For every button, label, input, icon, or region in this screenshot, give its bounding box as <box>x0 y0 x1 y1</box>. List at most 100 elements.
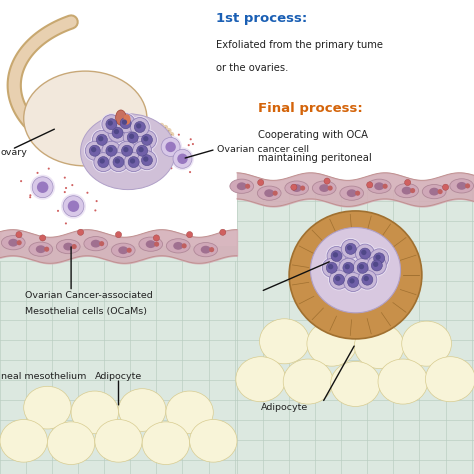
Circle shape <box>116 232 121 237</box>
Circle shape <box>122 127 144 148</box>
Circle shape <box>343 262 354 273</box>
Circle shape <box>64 177 66 179</box>
Text: Exfoliated from the primary tume: Exfoliated from the primary tume <box>216 40 383 50</box>
Ellipse shape <box>367 179 391 193</box>
Ellipse shape <box>91 240 100 247</box>
Circle shape <box>154 130 156 132</box>
Circle shape <box>112 127 123 138</box>
Circle shape <box>92 130 111 149</box>
Circle shape <box>258 179 264 185</box>
Circle shape <box>143 156 148 162</box>
Circle shape <box>96 134 108 146</box>
Circle shape <box>367 182 373 188</box>
Circle shape <box>114 129 119 134</box>
Circle shape <box>175 141 177 143</box>
Ellipse shape <box>173 242 183 250</box>
Circle shape <box>96 200 98 202</box>
Ellipse shape <box>194 243 218 257</box>
Circle shape <box>106 118 117 130</box>
Circle shape <box>177 154 188 164</box>
Circle shape <box>17 240 22 245</box>
Circle shape <box>358 270 377 289</box>
Ellipse shape <box>450 179 474 193</box>
Text: Adipocyte: Adipocyte <box>261 403 308 412</box>
Circle shape <box>352 257 374 279</box>
Circle shape <box>29 196 31 198</box>
Ellipse shape <box>146 240 155 248</box>
Ellipse shape <box>63 243 73 250</box>
Circle shape <box>137 130 156 149</box>
Circle shape <box>122 119 127 125</box>
Circle shape <box>353 258 372 277</box>
Text: 1st process:: 1st process: <box>216 12 307 25</box>
Ellipse shape <box>426 356 474 402</box>
Ellipse shape <box>285 181 309 195</box>
Ellipse shape <box>355 323 404 369</box>
Ellipse shape <box>289 211 422 339</box>
Circle shape <box>341 239 360 258</box>
Circle shape <box>361 250 366 255</box>
Circle shape <box>354 243 376 264</box>
Ellipse shape <box>283 359 333 404</box>
Ellipse shape <box>139 237 163 251</box>
Circle shape <box>20 180 22 182</box>
Text: Final process:: Final process: <box>258 102 363 115</box>
Circle shape <box>128 156 139 168</box>
Circle shape <box>141 155 153 166</box>
Ellipse shape <box>36 245 46 253</box>
Ellipse shape <box>310 228 401 313</box>
Circle shape <box>339 258 358 277</box>
Circle shape <box>373 262 378 267</box>
Circle shape <box>137 151 156 170</box>
Ellipse shape <box>111 243 135 257</box>
Circle shape <box>342 271 364 293</box>
Circle shape <box>375 255 381 260</box>
Ellipse shape <box>331 361 380 407</box>
Circle shape <box>116 114 135 133</box>
Circle shape <box>167 165 170 167</box>
Circle shape <box>113 156 124 168</box>
Circle shape <box>370 249 389 268</box>
Circle shape <box>328 264 333 269</box>
Circle shape <box>64 191 66 193</box>
Ellipse shape <box>116 110 126 125</box>
Ellipse shape <box>1 236 25 250</box>
Circle shape <box>130 158 135 164</box>
Ellipse shape <box>81 114 175 190</box>
Circle shape <box>127 248 132 253</box>
Circle shape <box>405 179 410 185</box>
Circle shape <box>347 245 352 250</box>
Circle shape <box>57 210 59 212</box>
Circle shape <box>29 194 31 196</box>
Ellipse shape <box>71 391 118 434</box>
Ellipse shape <box>378 359 428 404</box>
Circle shape <box>154 158 155 160</box>
Circle shape <box>220 229 226 236</box>
Circle shape <box>133 141 152 160</box>
Circle shape <box>187 232 192 237</box>
Circle shape <box>345 243 356 255</box>
Circle shape <box>356 244 374 263</box>
Circle shape <box>78 229 84 236</box>
Circle shape <box>189 171 191 173</box>
Ellipse shape <box>237 182 246 190</box>
Circle shape <box>159 136 182 158</box>
Circle shape <box>37 182 48 193</box>
Circle shape <box>63 196 84 217</box>
Circle shape <box>16 232 22 237</box>
Circle shape <box>362 274 373 285</box>
Circle shape <box>410 188 415 193</box>
Circle shape <box>71 184 73 186</box>
Circle shape <box>94 210 96 211</box>
Circle shape <box>321 257 343 279</box>
Circle shape <box>100 140 122 162</box>
Circle shape <box>98 156 109 168</box>
Circle shape <box>68 201 79 212</box>
Circle shape <box>141 134 153 146</box>
Circle shape <box>333 252 338 257</box>
Ellipse shape <box>422 184 446 199</box>
Circle shape <box>91 147 96 152</box>
Ellipse shape <box>24 71 147 166</box>
Ellipse shape <box>402 187 411 194</box>
Circle shape <box>136 123 141 128</box>
